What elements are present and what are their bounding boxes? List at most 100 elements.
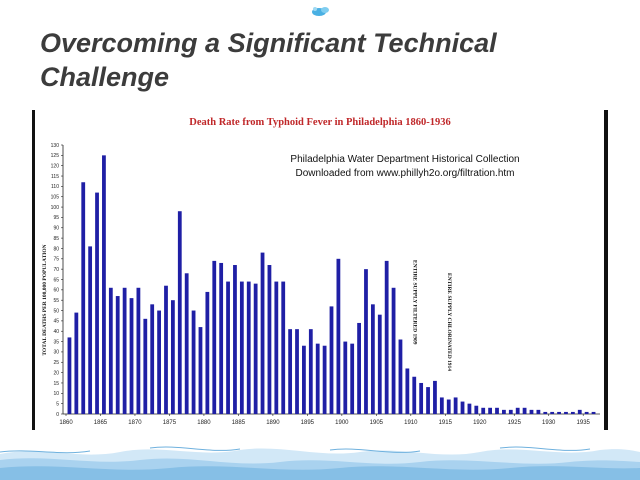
- bar-1884: [233, 265, 237, 414]
- x-tick-label: 1885: [232, 420, 246, 426]
- bar-1862: [81, 182, 86, 414]
- x-tick-label: 1910: [404, 420, 418, 426]
- y-axis-label: TOTAL DEATHS PER 100,000 POPULATION: [42, 244, 48, 355]
- y-tick-label: 25: [53, 360, 59, 366]
- bar-1888: [260, 252, 265, 414]
- x-tick-label: 1860: [59, 420, 73, 426]
- chart-bars: [67, 155, 596, 414]
- bar-1864: [95, 192, 99, 414]
- bar-1900: [343, 341, 348, 414]
- y-tick-label: 90: [53, 226, 59, 232]
- bar-1910: [412, 376, 417, 414]
- bar-1924: [508, 409, 513, 414]
- y-tick-label: 15: [53, 381, 59, 387]
- bar-1934: [577, 409, 582, 414]
- x-tick-label: 1880: [197, 420, 211, 426]
- chart-frame-right: [604, 110, 608, 430]
- chart-background: [32, 110, 608, 430]
- bar-1899: [336, 258, 341, 414]
- bar-1926: [522, 407, 527, 414]
- y-tick-label: 105: [51, 195, 60, 201]
- bar-1890: [274, 281, 279, 414]
- y-tick-label: 5: [56, 401, 59, 407]
- y-tick-label: 85: [53, 236, 59, 242]
- bar-1936: [591, 411, 596, 414]
- x-tick-labels: 1860 1865 1870 1875 1880 1885 1890 1895 1900 1905…: [59, 414, 591, 426]
- y-tick-label: 10: [53, 391, 59, 397]
- bar-1931: [557, 411, 561, 414]
- slide-title: Overcoming a Significant Technical Chall…: [40, 28, 497, 92]
- bar-1908: [398, 339, 403, 414]
- bar-1860: [67, 337, 72, 414]
- bar-1902: [357, 322, 361, 414]
- bar-1894: [302, 345, 306, 414]
- bar-1897: [322, 345, 327, 414]
- bar-1914: [439, 397, 444, 414]
- bar-1896: [315, 343, 320, 414]
- y-tick-label: 35: [53, 339, 59, 345]
- bar-1898: [329, 306, 334, 414]
- vertical-annotations: ENTIRE SUPPLY FILTERED 1909 ENTIRE SUPPLY…: [411, 260, 451, 371]
- bar-1922: [495, 407, 499, 414]
- x-tick-label: 1900: [335, 420, 349, 426]
- y-tick-labels: 0 5 10 15 20 25 30 35 40 45 50 55 60 65 70 75 80 85 90 95 10…: [51, 143, 63, 418]
- bar-1869: [129, 298, 134, 414]
- bar-1878: [191, 310, 196, 414]
- bar-1932: [564, 411, 568, 414]
- bar-1880: [205, 291, 210, 414]
- vertical-annotation-1909: ENTIRE SUPPLY FILTERED 1909: [411, 260, 417, 345]
- bar-1873: [157, 310, 161, 414]
- bar-1875: [170, 300, 175, 414]
- water-splash-decoration: [0, 432, 640, 480]
- bar-1892: [288, 329, 293, 414]
- bar-1903: [364, 269, 368, 414]
- bar-1877: [184, 273, 189, 414]
- bar-1871: [143, 318, 148, 414]
- bar-1865: [102, 155, 106, 414]
- chart-title: Death Rate from Typhoid Fever in Philade…: [189, 117, 450, 128]
- y-tick-label: 30: [53, 350, 59, 356]
- y-tick-label: 0: [56, 412, 59, 418]
- bar-1913: [433, 380, 437, 414]
- bar-1906: [384, 260, 389, 414]
- y-tick-label: 95: [53, 215, 59, 221]
- x-tick-label: 1865: [94, 420, 108, 426]
- bar-1927: [529, 409, 534, 414]
- chart-frame-left: [32, 110, 35, 430]
- x-tick-label: 1870: [128, 420, 142, 426]
- bar-1882: [219, 262, 224, 414]
- bar-1866: [108, 287, 113, 414]
- bar-1891: [281, 281, 286, 414]
- typhoid-death-rate-chart: Death Rate from Typhoid Fever in Philade…: [32, 110, 608, 430]
- y-tick-label: 80: [53, 246, 59, 252]
- y-tick-label: 60: [53, 288, 59, 294]
- bar-1917: [460, 401, 465, 414]
- y-tick-label: 115: [51, 174, 59, 180]
- x-tick-label: 1930: [542, 420, 556, 426]
- x-tick-label: 1875: [163, 420, 177, 426]
- bar-1886: [246, 281, 251, 414]
- water-drops-logo-icon: [312, 7, 329, 16]
- annotation-credit-line-1: Philadelphia Water Department Historical…: [290, 154, 519, 165]
- bar-1872: [150, 304, 155, 414]
- y-tick-label: 100: [51, 205, 60, 211]
- bar-1876: [177, 211, 182, 414]
- bar-1930: [550, 411, 555, 414]
- bar-1867: [115, 296, 120, 414]
- bar-1895: [308, 329, 313, 414]
- bar-1933: [570, 411, 575, 414]
- y-tick-label: 70: [53, 267, 59, 273]
- bar-1889: [267, 265, 272, 414]
- x-tick-label: 1935: [577, 420, 591, 426]
- bar-1929: [543, 411, 548, 414]
- bar-1920: [481, 407, 486, 414]
- bar-1868: [122, 287, 127, 414]
- x-tick-label: 1890: [266, 420, 280, 426]
- y-tick-label: 45: [53, 319, 59, 325]
- y-tick-label: 50: [53, 308, 59, 314]
- bar-1874: [164, 285, 168, 414]
- bar-1863: [88, 246, 93, 414]
- bar-1861: [74, 312, 79, 414]
- bar-1885: [239, 281, 244, 414]
- annotation-credit-line-2: Downloaded from www.phillyh2o.org/filtra…: [296, 168, 515, 179]
